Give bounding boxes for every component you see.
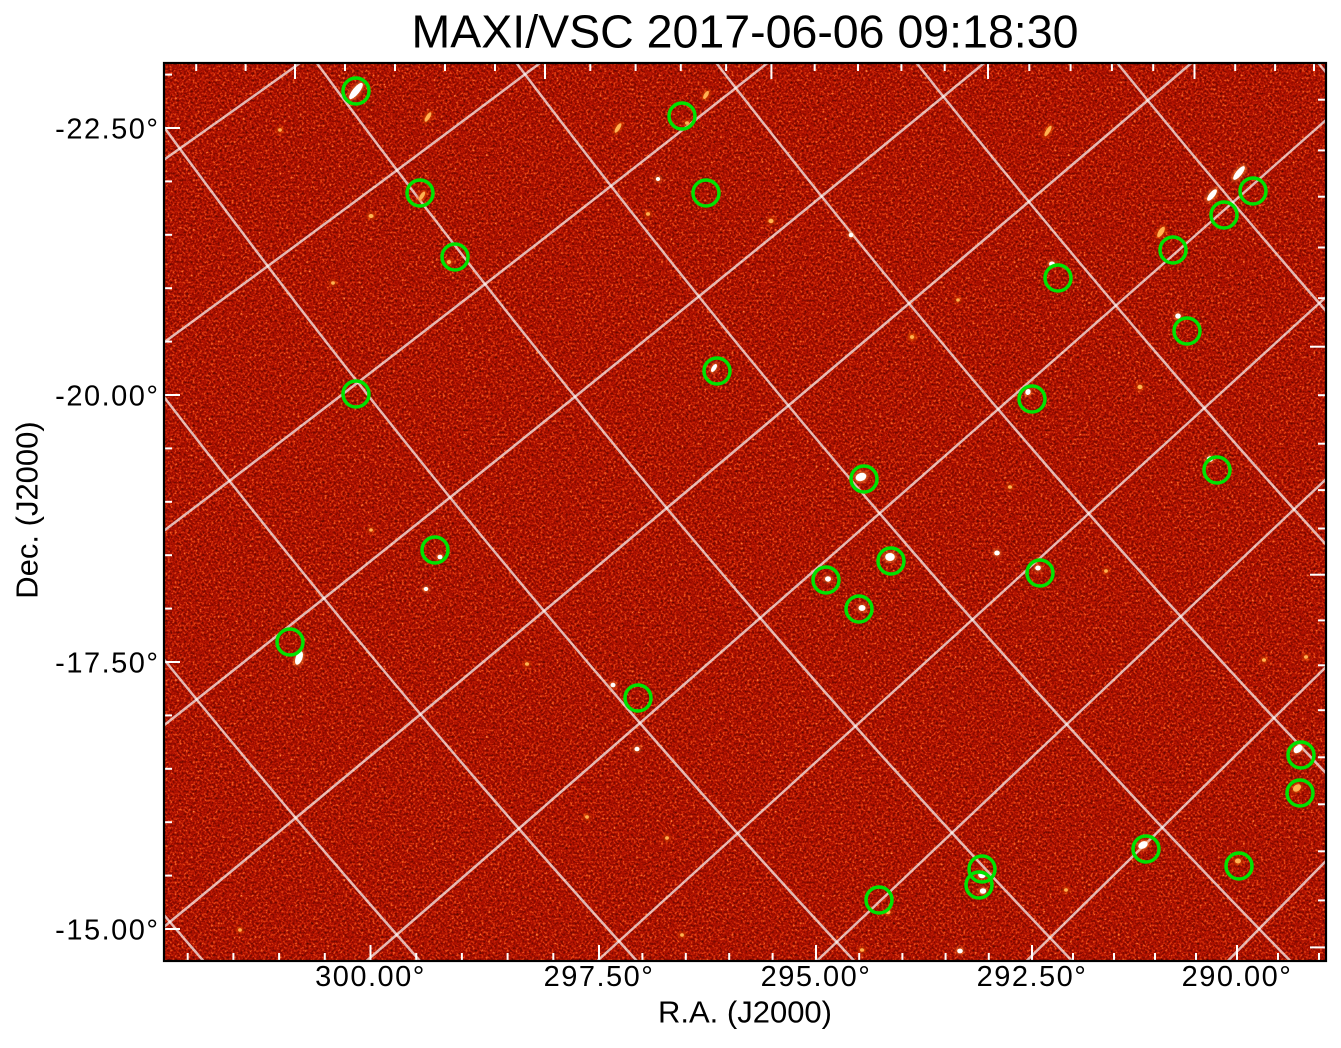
svg-text:300.00°: 300.00° — [315, 961, 426, 993]
svg-text:-17.50°: -17.50° — [55, 648, 159, 680]
svg-text:290.00°: 290.00° — [1182, 961, 1293, 993]
svg-text:292.50°: 292.50° — [977, 961, 1088, 993]
svg-text:-20.00°: -20.00° — [55, 381, 159, 413]
svg-text:R.A. (J2000): R.A. (J2000) — [658, 995, 832, 1030]
svg-text:-22.50°: -22.50° — [55, 114, 159, 146]
svg-text:Dec. (J2000): Dec. (J2000) — [10, 421, 45, 598]
svg-text:MAXI/VSC 2017-06-06 09:18:30: MAXI/VSC 2017-06-06 09:18:30 — [412, 6, 1079, 58]
svg-text:295.00°: 295.00° — [761, 961, 872, 993]
svg-text:297.50°: 297.50° — [544, 961, 655, 993]
svg-text:-15.00°: -15.00° — [55, 915, 159, 947]
